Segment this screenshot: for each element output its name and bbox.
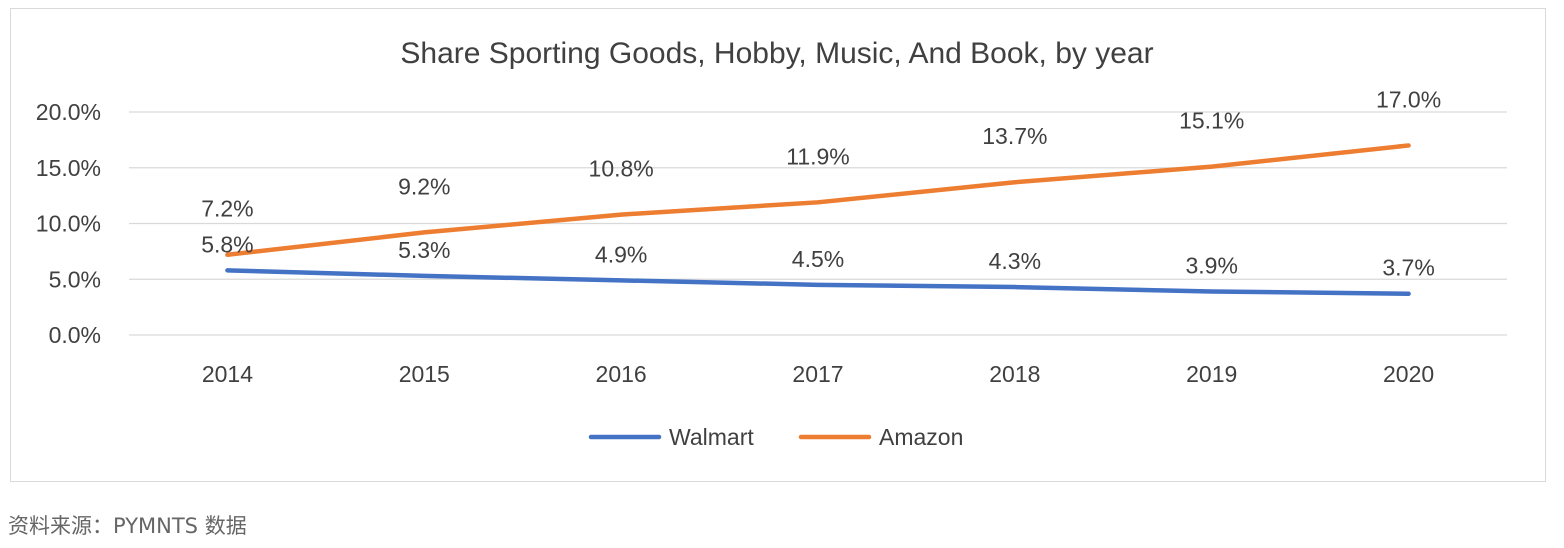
x-tick-label: 2016 [596, 361, 647, 387]
x-tick-label: 2017 [792, 361, 843, 387]
source-note: 资料来源：PYMNTS 数据 [8, 514, 247, 538]
series-line-amazon [225, 143, 1411, 257]
y-tick-label: 15.0% [36, 155, 101, 181]
y-tick-label: 5.0% [49, 266, 101, 292]
data-label: 7.2% [201, 196, 253, 222]
data-label: 3.7% [1382, 255, 1434, 281]
y-tick-label: 10.0% [36, 211, 101, 237]
x-tick-label: 2020 [1383, 361, 1434, 387]
y-tick-label: 20.0% [36, 99, 101, 125]
data-label: 15.1% [1179, 108, 1244, 134]
data-label: 4.5% [792, 246, 844, 272]
data-label: 11.9% [786, 143, 850, 169]
data-label: 4.9% [595, 241, 647, 267]
data-label: 5.3% [398, 237, 450, 263]
y-tick-label: 0.0% [49, 322, 101, 348]
data-label: 4.3% [989, 248, 1041, 274]
chart-title: Share Sporting Goods, Hobby, Music, And … [400, 37, 1153, 70]
x-tick-label: 2018 [989, 361, 1040, 387]
x-tick-label: 2015 [399, 361, 450, 387]
x-tick-label: 2014 [202, 361, 253, 387]
data-label: 10.8% [589, 156, 654, 182]
legend-label-walmart: Walmart [669, 424, 754, 450]
data-label: 13.7% [982, 123, 1047, 149]
data-label: 9.2% [398, 173, 450, 199]
x-tick-label: 2019 [1186, 361, 1237, 387]
data-label: 3.9% [1185, 253, 1237, 279]
series-line-walmart [225, 268, 1411, 296]
data-label: 5.8% [201, 231, 253, 257]
data-label: 17.0% [1376, 86, 1441, 112]
legend-label-amazon: Amazon [879, 424, 963, 450]
chart-frame: Share Sporting Goods, Hobby, Music, And … [10, 8, 1546, 482]
line-chart: Share Sporting Goods, Hobby, Music, And … [36, 37, 1507, 450]
